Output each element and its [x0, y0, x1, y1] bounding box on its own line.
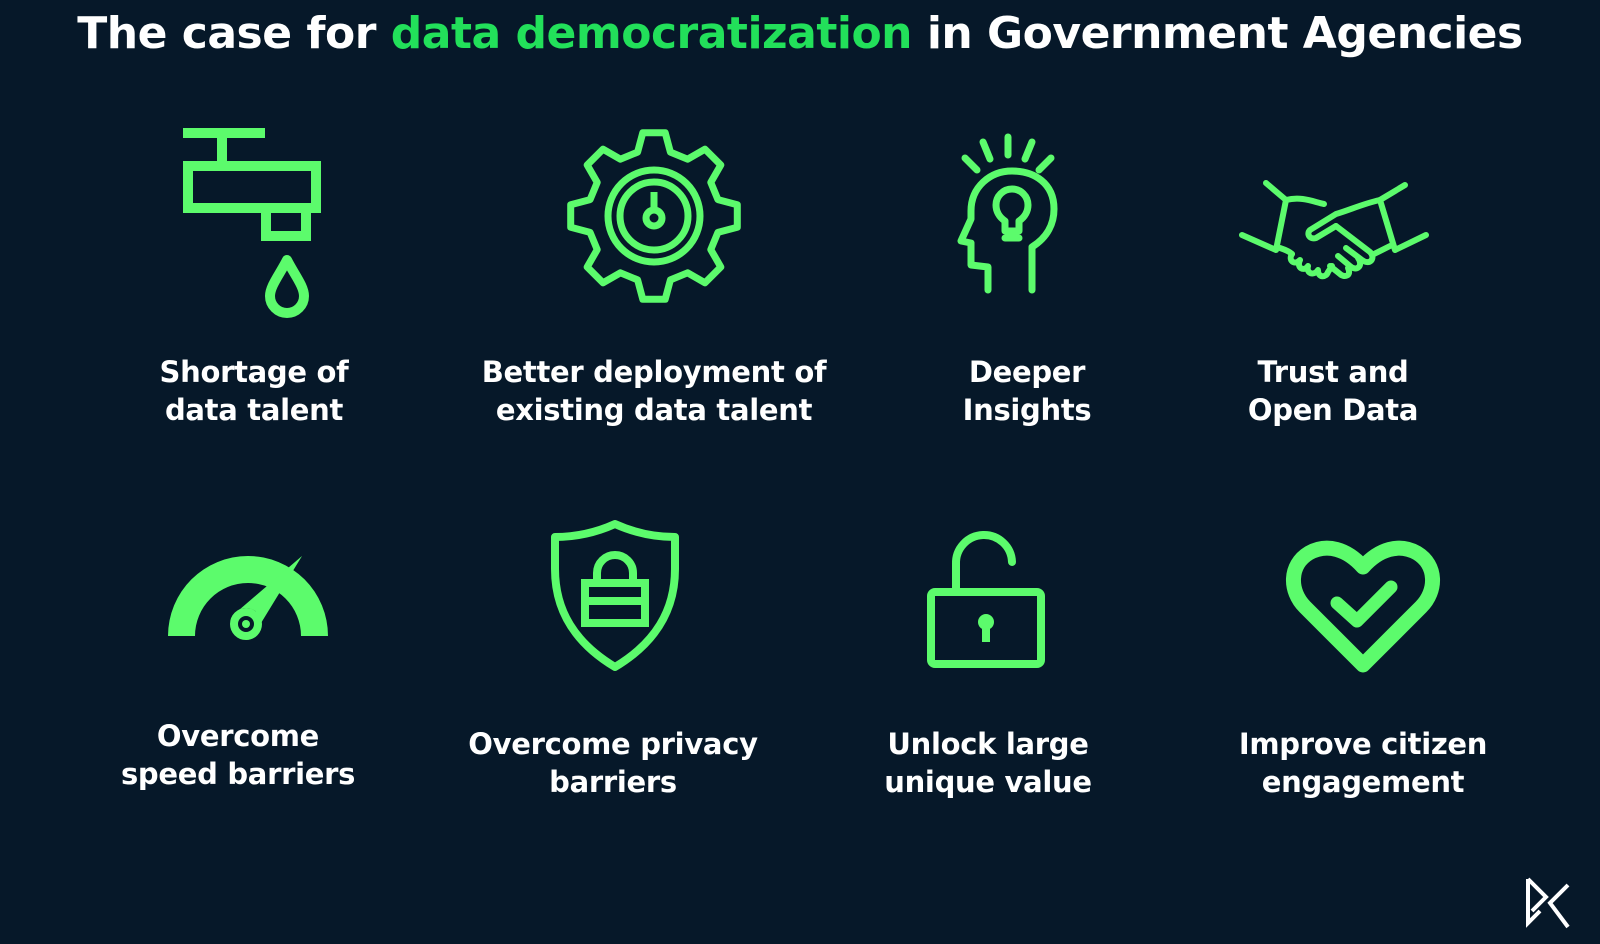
item-label-shortage: Shortage of data talent — [64, 353, 444, 429]
item-label-speed-barriers: Overcome speed barriers — [48, 717, 428, 793]
item-label-citizen-engagement: Improve citizen engagement — [1173, 725, 1553, 801]
label-line: data talent — [164, 393, 344, 427]
heart-check-icon — [1286, 540, 1440, 675]
label-line: Better deployment of — [481, 355, 827, 389]
title-highlight: data democratization — [390, 8, 913, 59]
label-line: Unlock large — [887, 727, 1089, 761]
faucet-drop-icon — [183, 128, 323, 318]
handshake-icon — [1239, 180, 1430, 290]
gear-gauge-icon — [566, 128, 742, 304]
item-label-unique-value: Unlock large unique value — [798, 725, 1178, 801]
label-line: Deeper — [968, 355, 1086, 389]
label-line: Overcome — [156, 719, 320, 753]
item-label-privacy-barriers: Overcome privacy barriers — [423, 725, 803, 801]
title-text-after: in Government Agencies — [912, 8, 1523, 59]
label-line: Insights — [962, 393, 1092, 427]
label-line: Open Data — [1247, 393, 1419, 427]
slide-title: The case for data democratization in Gov… — [0, 8, 1600, 59]
label-line: Trust and — [1257, 355, 1409, 389]
title-text-before: The case for — [77, 8, 391, 59]
label-line: Improve citizen — [1238, 727, 1488, 761]
label-line: existing data talent — [495, 393, 813, 427]
item-label-trust-open-data: Trust and Open Data — [1143, 353, 1523, 429]
label-line: barriers — [549, 765, 677, 799]
shield-lock-icon — [551, 520, 679, 671]
label-line: engagement — [1261, 765, 1465, 799]
item-label-better-deployment: Better deployment of existing data talen… — [464, 353, 844, 429]
head-lightbulb-icon — [957, 133, 1088, 305]
label-line: Shortage of — [159, 355, 349, 389]
speedometer-icon — [168, 536, 328, 640]
item-label-deeper-insights: Deeper Insights — [837, 353, 1217, 429]
label-line: speed barriers — [120, 757, 356, 791]
label-line: Overcome privacy — [468, 727, 758, 761]
unlocked-padlock-icon — [926, 531, 1046, 670]
brand-logo-icon — [1526, 875, 1570, 935]
label-line: unique value — [884, 765, 1092, 799]
